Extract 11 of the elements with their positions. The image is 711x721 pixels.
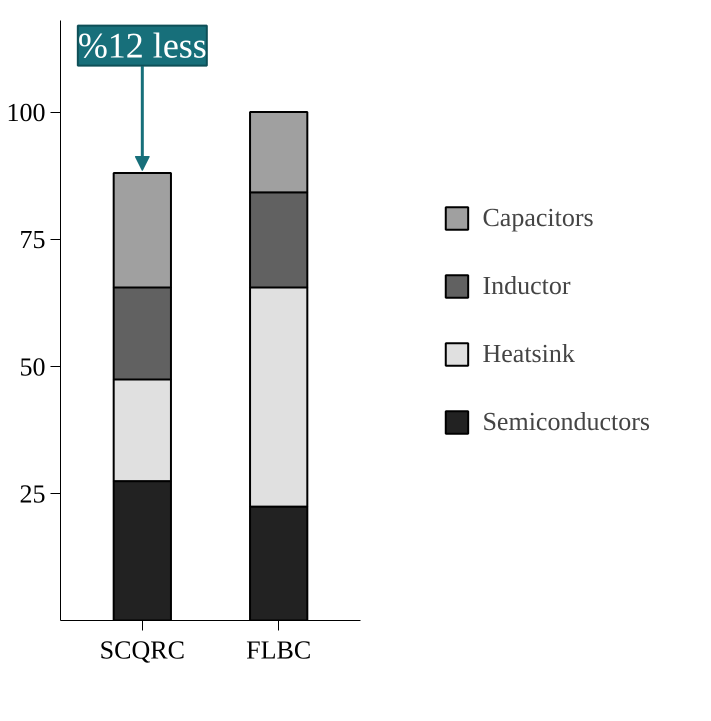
x-tick-label: SCQRC xyxy=(100,636,185,664)
legend-label: Inductor xyxy=(482,271,571,301)
legend-label: Heatsink xyxy=(482,339,575,369)
y-tick-label: 25 xyxy=(20,479,46,508)
legend-label: Capacitors xyxy=(482,203,594,233)
y-tick-label: 100 xyxy=(6,98,46,128)
annotation: %12 less xyxy=(78,26,207,66)
y-tick-label: 50 xyxy=(20,352,46,382)
x-tick-label: FLBC xyxy=(246,636,312,664)
y-tick-label: 75 xyxy=(20,225,46,254)
legend-label: Semiconductors xyxy=(482,407,650,437)
